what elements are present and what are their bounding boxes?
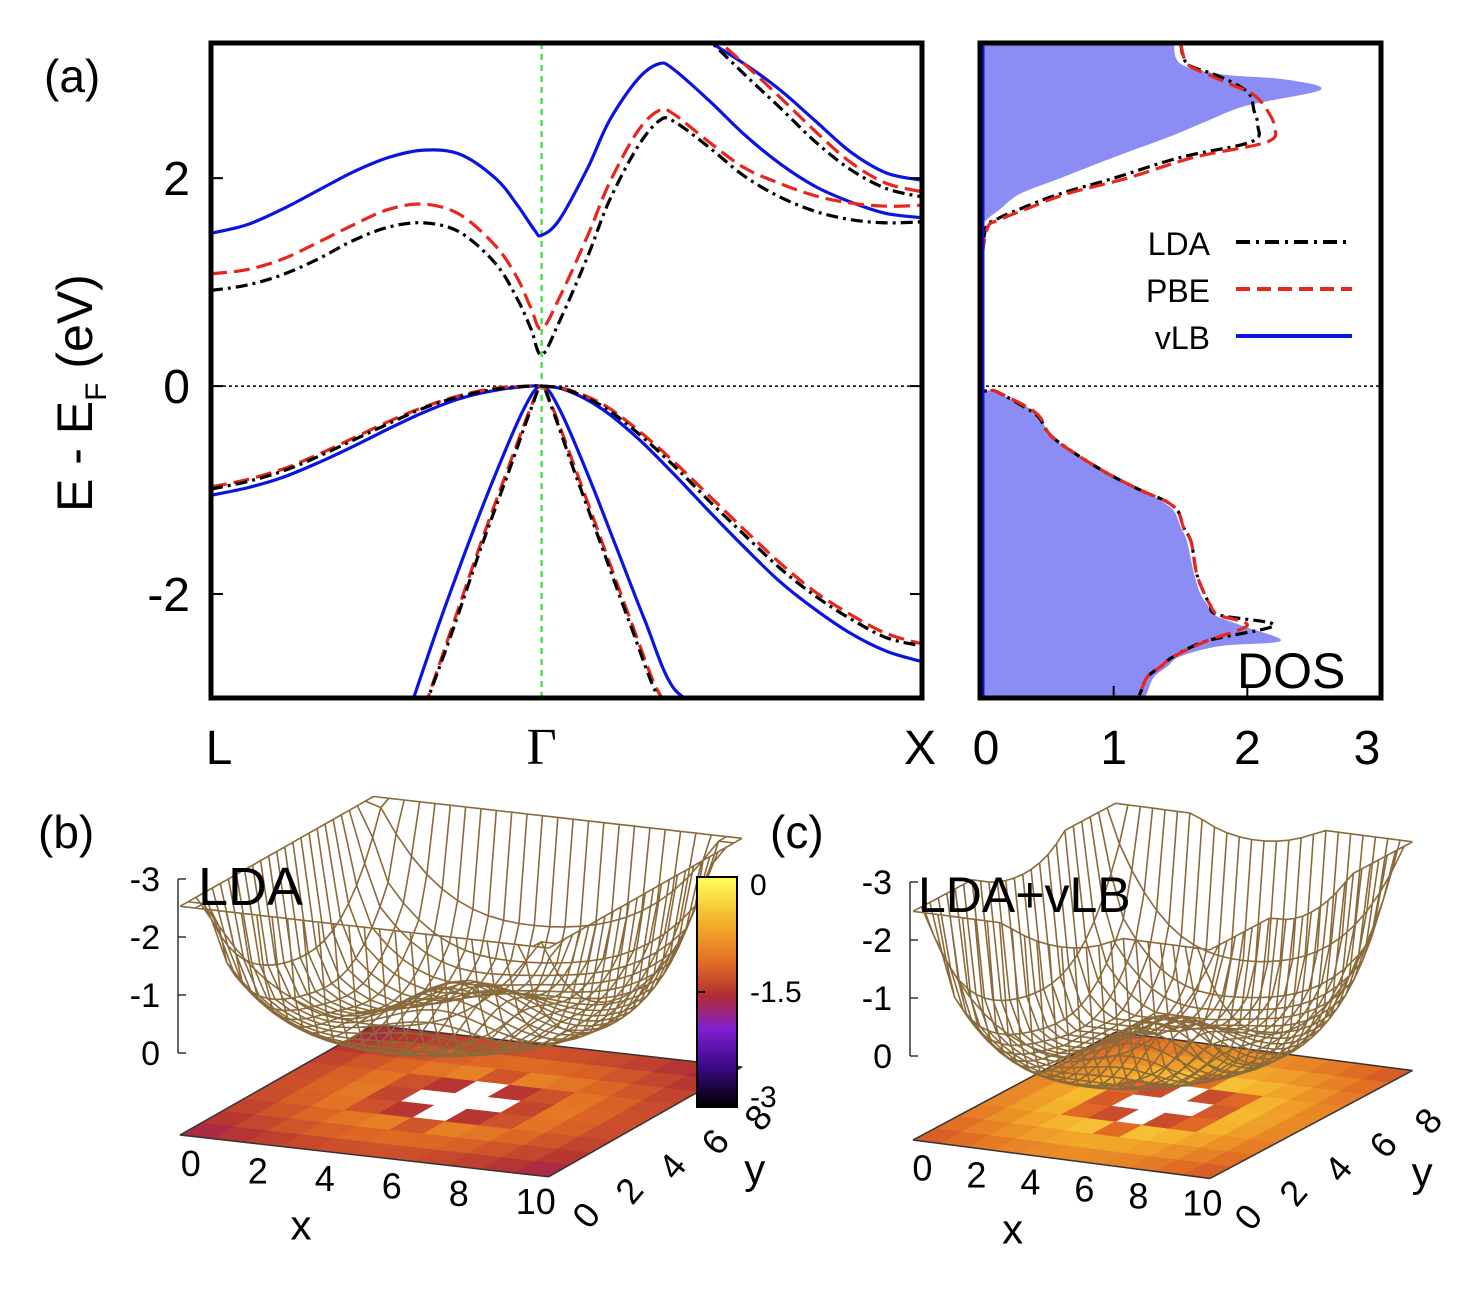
panel-label-a: (a) bbox=[44, 50, 100, 102]
surface-xtick-label: 4 bbox=[315, 1158, 335, 1199]
colorbar-tick-label: -3 bbox=[750, 1081, 777, 1114]
bands-xtick-label: L bbox=[206, 722, 233, 775]
band-line-lda-c2 bbox=[709, 43, 922, 199]
surface-lda-title: LDA bbox=[198, 857, 303, 917]
surface-ytick-label: 0 bbox=[564, 1194, 608, 1236]
band-line-vlb-v2 bbox=[411, 384, 688, 698]
bands-frame bbox=[208, 40, 925, 701]
surface-ztick-label: -2 bbox=[862, 922, 892, 960]
surface-y-axis bbox=[1209, 1069, 1413, 1180]
surface-ytick-label: 0 bbox=[1226, 1196, 1270, 1238]
dos-plot-area bbox=[980, 43, 1381, 698]
surface-xtick-label: 10 bbox=[1182, 1183, 1222, 1224]
surface-ztick-label: -3 bbox=[862, 864, 892, 902]
dos-ticks: 0 1 2 3 bbox=[973, 686, 1381, 775]
surface-xtick-label: 0 bbox=[912, 1148, 932, 1189]
legend-label-lda: LDA bbox=[1148, 226, 1211, 262]
band-line-vlb-c1 bbox=[211, 61, 922, 238]
dos-xtick-label: 0 bbox=[973, 722, 1000, 775]
panel-label-c: (c) bbox=[770, 806, 824, 858]
surface-ytick-label: 4 bbox=[650, 1145, 694, 1187]
band-line-lda-v2 bbox=[426, 384, 661, 698]
band-line-pbe-c1 bbox=[211, 107, 922, 331]
surface-x-axis bbox=[912, 1139, 1211, 1180]
surface-back-axis bbox=[373, 1024, 743, 1068]
surface-ytick-label: 4 bbox=[1316, 1148, 1360, 1190]
surface-ytick-label: 2 bbox=[607, 1170, 651, 1212]
surface-wireframe bbox=[179, 795, 743, 1058]
surface-ytick-label: 6 bbox=[1361, 1124, 1405, 1166]
surface-ztick-label: -3 bbox=[130, 861, 160, 899]
surface-ytick-label: 6 bbox=[693, 1121, 737, 1163]
dos-frame bbox=[977, 40, 1384, 701]
surface-ytick-label: 8 bbox=[1406, 1100, 1450, 1142]
surface-xtick-label: 2 bbox=[966, 1155, 986, 1196]
surface-ztick-label: 0 bbox=[873, 1038, 892, 1076]
bands-ytick-label: 2 bbox=[163, 153, 190, 206]
surface-wireframe bbox=[912, 802, 1413, 1091]
dos-xtick-label: 1 bbox=[1100, 722, 1127, 775]
surface-x-label: x bbox=[1002, 1206, 1023, 1253]
dos-xtick-label: 2 bbox=[1234, 722, 1261, 775]
band-line-pbe-c2 bbox=[718, 43, 922, 194]
heatmap-cell bbox=[1087, 1105, 1139, 1122]
colorbar-tick-label: 0 bbox=[750, 869, 767, 902]
dos-label: DOS bbox=[1237, 643, 1345, 699]
surface-ztick-label: 0 bbox=[141, 1035, 160, 1073]
bands-y-axis-label: E - EF (eV) bbox=[47, 274, 113, 512]
dos-line-pbe bbox=[980, 43, 1278, 698]
surface-ztick-label: -1 bbox=[130, 977, 160, 1015]
surface-ytick-label: 2 bbox=[1271, 1172, 1315, 1214]
surface-x-axis bbox=[179, 1134, 549, 1178]
surface-xtick-label: 6 bbox=[382, 1166, 402, 1207]
colorbar-tick-label: -1.5 bbox=[750, 976, 802, 1009]
band-line-lda-v1 bbox=[211, 384, 922, 648]
surface-xtick-label: 8 bbox=[449, 1173, 469, 1214]
surface-ztick-label: -2 bbox=[130, 919, 160, 957]
bands-ticks: -2 0 2 L Γ X bbox=[147, 153, 936, 776]
bands-xtick-label: X bbox=[904, 722, 936, 775]
legend-label-vlb: vLB bbox=[1155, 320, 1210, 356]
surface-y-label: y bbox=[1412, 1148, 1433, 1195]
band-line-lda-c1 bbox=[211, 116, 922, 357]
surface-xtick-label: 6 bbox=[1074, 1169, 1094, 1210]
bands-ytick-label: 0 bbox=[163, 361, 190, 414]
legend-label-pbe: PBE bbox=[1146, 273, 1210, 309]
surface-x-label: x bbox=[291, 1202, 312, 1249]
bands-plot-area bbox=[211, 43, 922, 698]
dos-xtick-label: 3 bbox=[1354, 722, 1381, 775]
surface-ztick-label: -1 bbox=[862, 980, 892, 1018]
colorbar-ticks: 0 -1.5 -3 bbox=[697, 869, 802, 1114]
surface-xtick-label: 4 bbox=[1020, 1162, 1040, 1203]
dos-vlb-fill bbox=[980, 43, 1322, 698]
surface-xtick-label: 8 bbox=[1128, 1176, 1148, 1217]
panel-label-b: (b) bbox=[38, 806, 94, 858]
legend: LDA PBE vLB bbox=[1146, 226, 1352, 356]
surface-y-label: y bbox=[744, 1145, 765, 1192]
surface-xtick-label: 0 bbox=[181, 1143, 201, 1184]
bands-xtick-label: Γ bbox=[527, 719, 557, 776]
surface-xtick-label: 2 bbox=[248, 1150, 268, 1191]
surface-vlb-title: LDA+vLB bbox=[918, 867, 1131, 923]
surface-xtick-label: 10 bbox=[516, 1181, 556, 1222]
bands-ytick-label: -2 bbox=[147, 569, 190, 622]
heatmap-cell bbox=[377, 1101, 435, 1118]
